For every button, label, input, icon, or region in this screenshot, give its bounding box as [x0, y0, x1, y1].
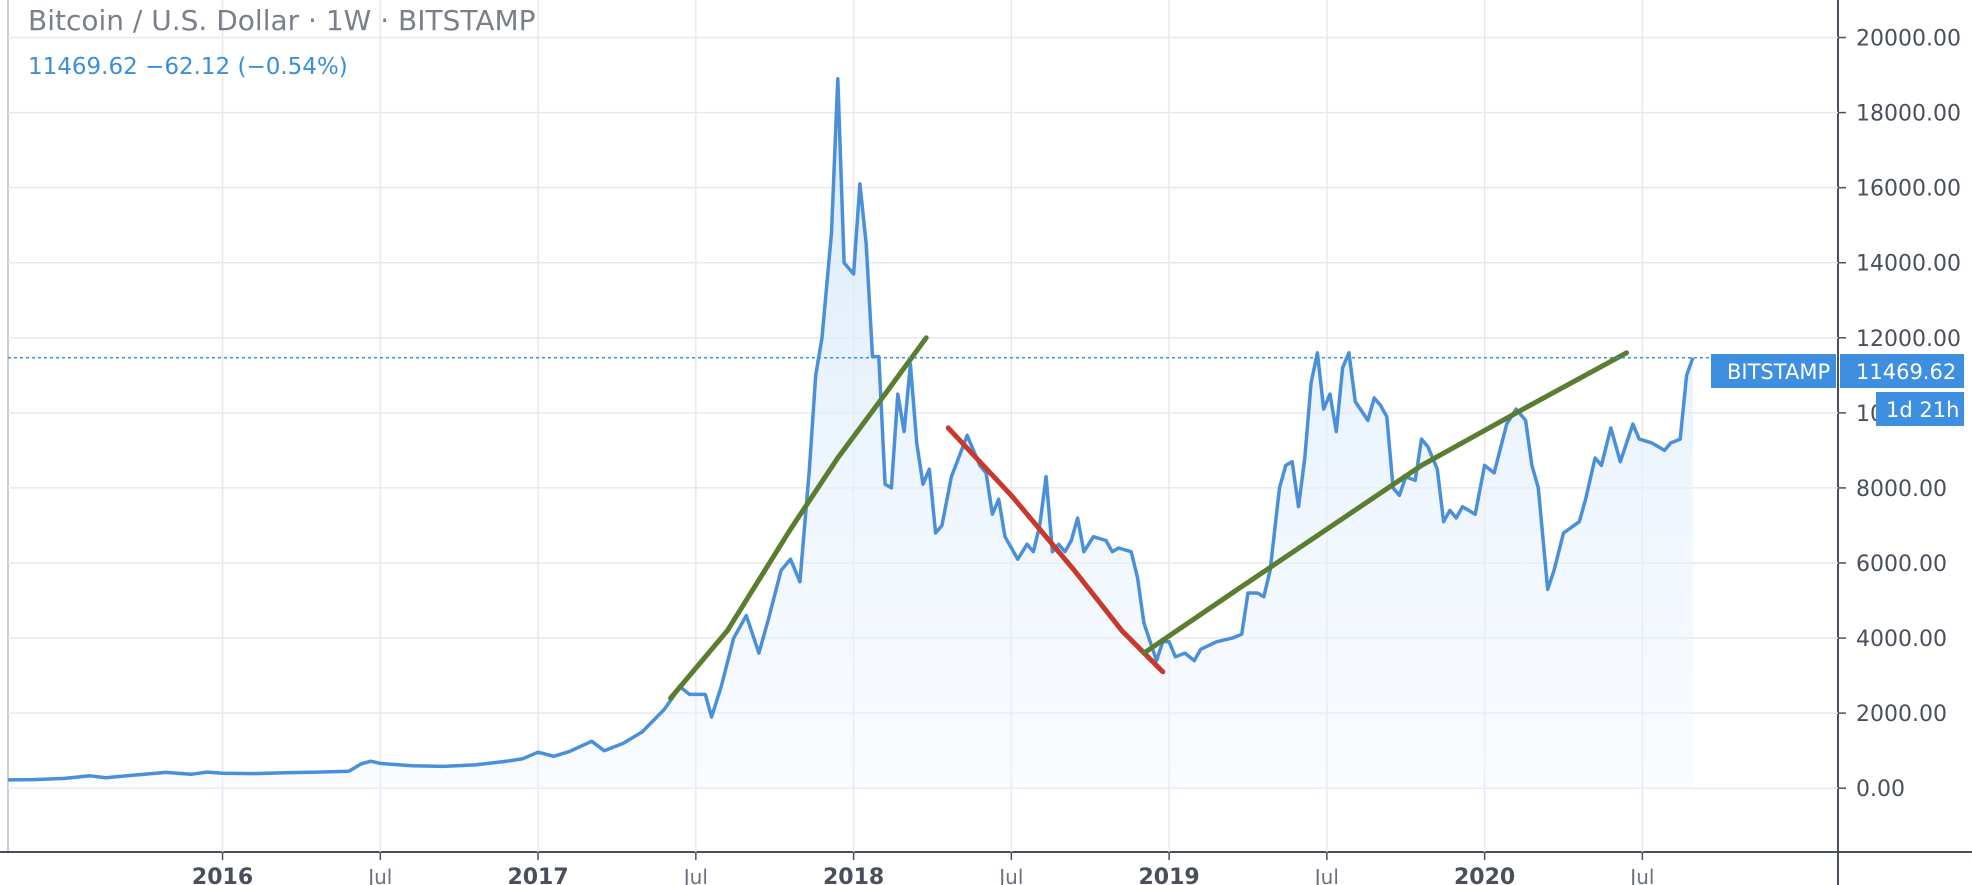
countdown-tag: 1d 21h	[1876, 392, 1964, 426]
price-area	[8, 78, 1693, 789]
x-tick-label: Jul	[1628, 865, 1654, 885]
last-price-tag-bg	[1840, 354, 1964, 388]
x-tick-label: Jul	[366, 865, 392, 885]
y-tick-label: 2000.00	[1856, 702, 1947, 727]
exchange-tag-label: BITSTAMP	[1727, 360, 1830, 384]
x-tick-label: 2018	[823, 865, 884, 885]
last-price-tag-label: 11469.62	[1856, 360, 1956, 384]
y-tick-label: 16000.00	[1856, 177, 1961, 202]
x-tick-label: 2019	[1138, 865, 1199, 885]
exchange-tag-bg	[1711, 354, 1836, 388]
y-tick-label: 14000.00	[1856, 252, 1961, 277]
x-tick-label: Jul	[997, 865, 1023, 885]
last-price-tag: 11469.62	[1840, 354, 1964, 388]
y-tick-label: 8000.00	[1856, 477, 1947, 502]
y-axis-labels: 0.002000.004000.006000.008000.0010000.00…	[1838, 27, 1961, 802]
price-line-layer	[7, 77, 1695, 782]
y-tick-label: 4000.00	[1856, 627, 1947, 652]
y-tick-label: 20000.00	[1856, 27, 1961, 52]
x-axis-labels: 2016 Jul 2017 Jul 2018 Jul 2019 Jul 2020 Jul	[192, 852, 1654, 885]
price-area-fill	[8, 78, 1693, 789]
chart-title: Bitcoin / U.S. Dollar · 1W · BITSTAMP	[28, 4, 536, 37]
x-tick-label: 2017	[507, 865, 568, 885]
trendline[interactable]	[945, 425, 1166, 675]
quote-line: 11469.62 −62.12 (−0.54%)	[28, 54, 348, 80]
countdown-tag-label: 1d 21h	[1886, 398, 1959, 422]
y-tick-label: 0.00	[1856, 777, 1905, 802]
y-tick-label: 6000.00	[1856, 552, 1947, 577]
price-series-line	[7, 77, 1695, 782]
x-tick-label: Jul	[1313, 865, 1339, 885]
x-tick-label: 2016	[192, 865, 253, 885]
y-tick-label: 12000.00	[1856, 327, 1961, 352]
y-tick-label: 18000.00	[1856, 102, 1961, 127]
trendline[interactable]	[1141, 350, 1630, 656]
countdown-tag-bg	[1876, 392, 1964, 426]
x-tick-label: 2020	[1454, 865, 1515, 885]
exchange-tag: BITSTAMP	[1711, 354, 1836, 388]
x-tick-label: Jul	[682, 865, 708, 885]
trendline[interactable]	[668, 335, 929, 701]
trendlines	[668, 335, 1630, 701]
